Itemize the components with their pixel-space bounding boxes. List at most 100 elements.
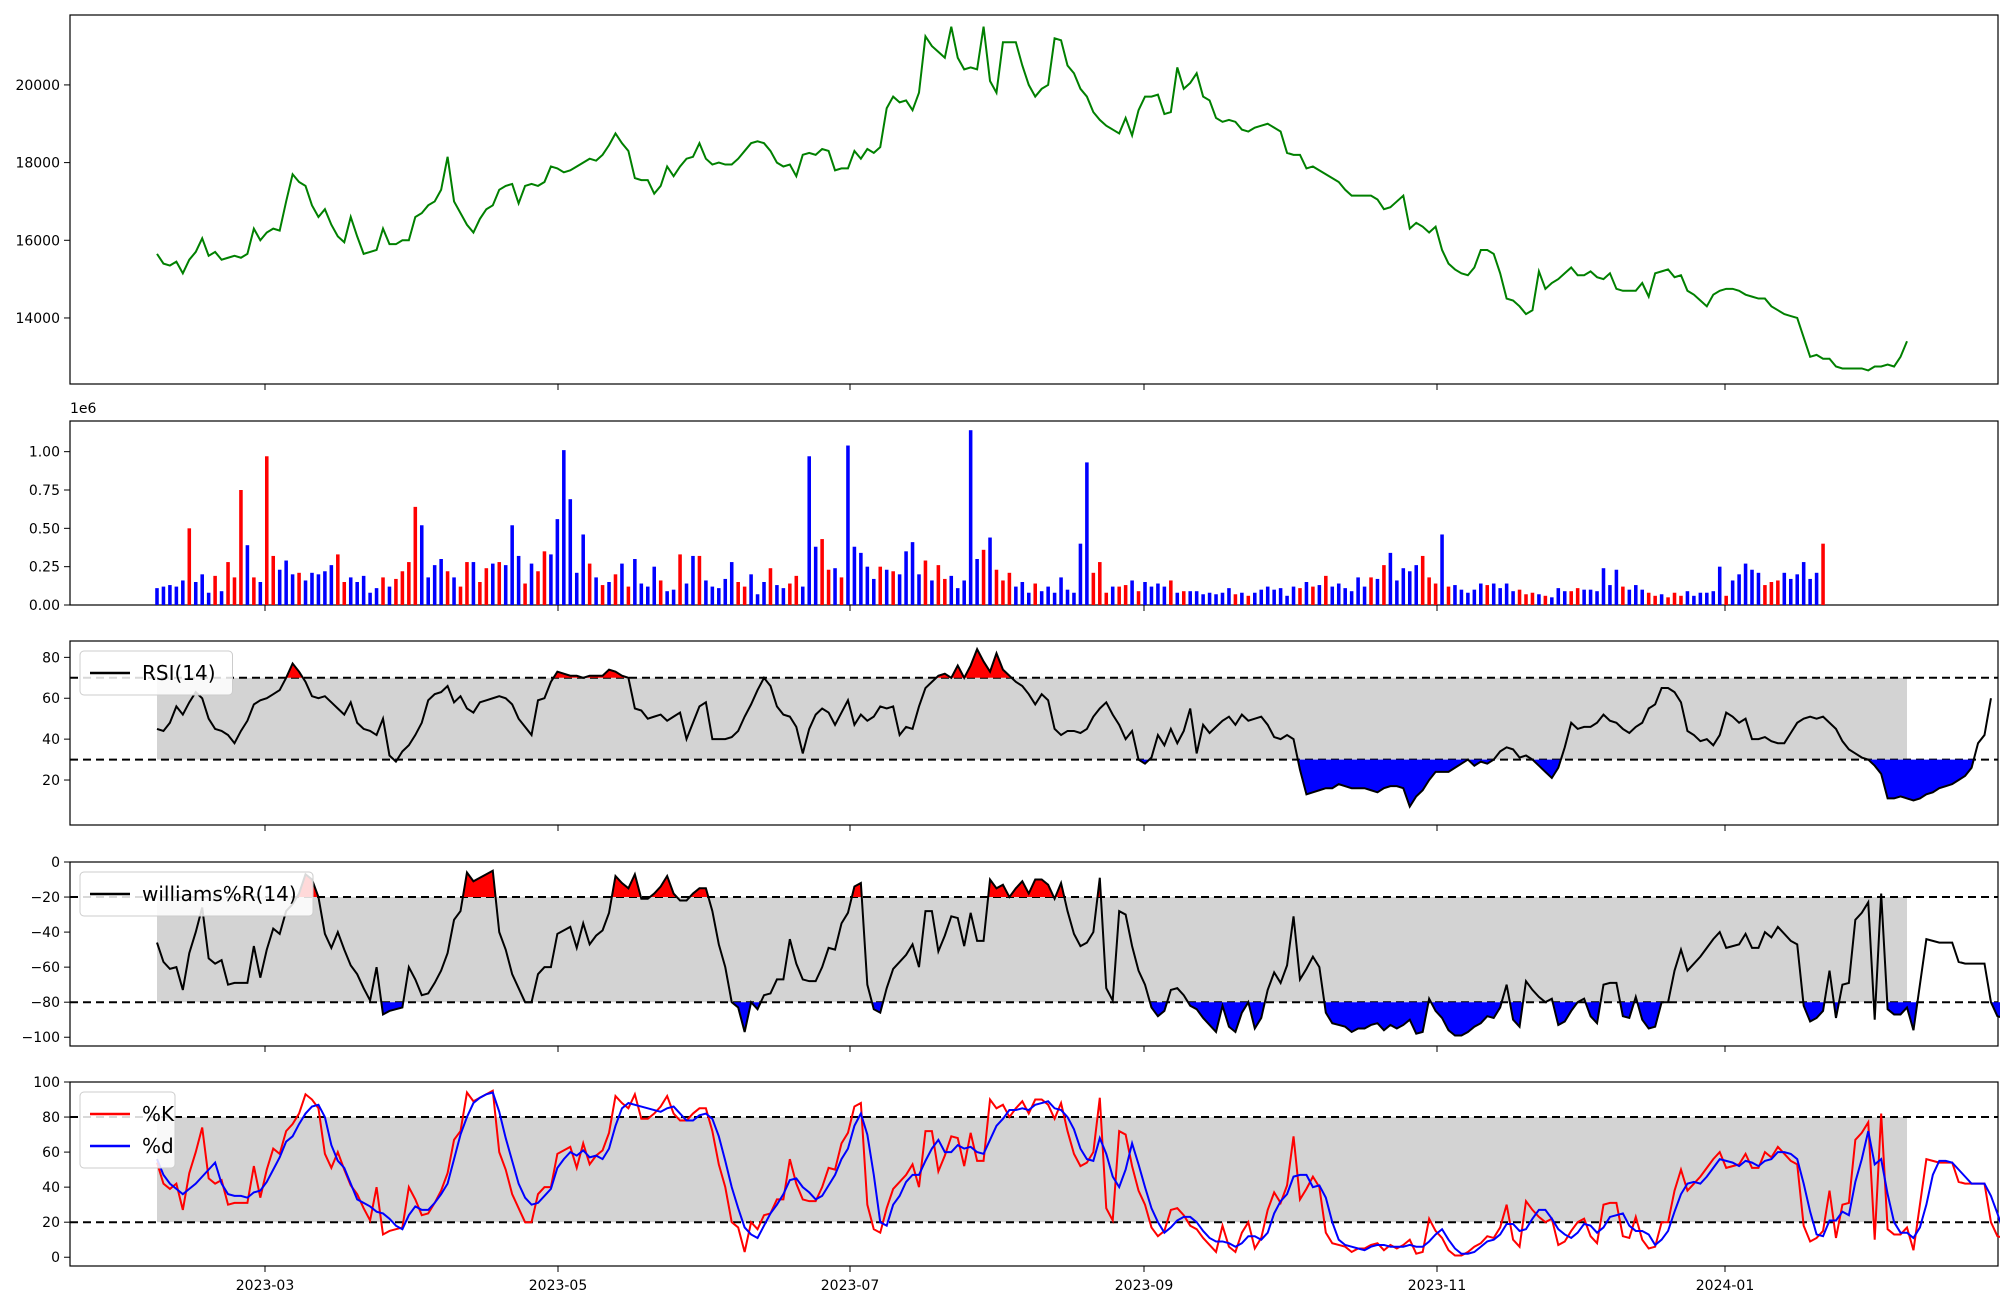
y-tick-label: 40 [42, 732, 60, 748]
volume-bar [1692, 596, 1696, 605]
volume-bar [1815, 573, 1819, 605]
volume-bar [1821, 544, 1825, 605]
volume-bar [917, 574, 921, 605]
volume-bar [1770, 582, 1774, 605]
legend-label: %d [142, 1134, 174, 1158]
volume-bar [723, 579, 727, 605]
volume-bar [530, 564, 534, 605]
legend-label: williams%R(14) [142, 882, 297, 906]
volume-bar [1221, 593, 1225, 605]
volume-bar [472, 562, 476, 605]
volume-bar [1750, 570, 1754, 605]
volume-bar [1066, 590, 1070, 605]
volume-bar [1311, 587, 1315, 605]
volume-bar [1337, 584, 1341, 605]
volume-bar [162, 587, 166, 605]
volume-bar [640, 584, 644, 605]
volume-bar [1653, 596, 1657, 605]
x-tick-label: 2024-01 [1696, 1278, 1755, 1294]
volume-bar [569, 499, 573, 605]
volume-bar [652, 567, 656, 605]
volume-bar [1615, 570, 1619, 605]
x-tick-label: 2023-09 [1115, 1278, 1174, 1294]
volume-bar [478, 582, 482, 605]
volume-bar [381, 577, 385, 605]
volume-bar [200, 574, 204, 605]
volume-bar [1421, 556, 1425, 605]
volume-bar [1376, 579, 1380, 605]
y-tick-label: −20 [30, 890, 60, 906]
volume-bar [1008, 573, 1012, 605]
volume-bar [840, 577, 844, 605]
volume-bar [581, 534, 585, 605]
volume-bar [1705, 593, 1709, 605]
volume-bar [1544, 596, 1548, 605]
volume-bar [698, 556, 702, 605]
volume-bar [1557, 588, 1561, 605]
volume-bar [1324, 576, 1328, 605]
legend-label: %K [142, 1102, 175, 1126]
volume-bar [1737, 574, 1741, 605]
volume-bar [866, 567, 870, 605]
y-tick-label: 80 [42, 1110, 60, 1126]
volume-bar [1363, 587, 1367, 605]
volume-bar [891, 571, 895, 605]
volume-bar [956, 588, 960, 605]
y-tick-label: −100 [22, 1030, 60, 1046]
y-tick-label: 0.00 [29, 598, 60, 614]
volume-bar [795, 576, 799, 605]
volume-bar [950, 576, 954, 605]
volume-bar [446, 571, 450, 605]
y-tick-label: 18000 [15, 156, 60, 172]
volume-bar [1059, 577, 1063, 605]
volume-bar [1563, 591, 1567, 605]
volume-bar [233, 577, 237, 605]
volume-bar [1104, 593, 1108, 605]
volume-bar [452, 577, 456, 605]
volume-bar [439, 559, 443, 605]
volume-bar [1092, 573, 1096, 605]
y-tick-label: 20 [42, 773, 60, 789]
volume-bar [872, 579, 876, 605]
y-tick-label: 20 [42, 1215, 60, 1231]
y-tick-label: 16000 [15, 233, 60, 249]
volume-bar [536, 571, 540, 605]
volume-bar [1427, 577, 1431, 605]
volume-bar [1382, 565, 1386, 605]
volume-bar [1201, 594, 1205, 605]
volume-bar [1802, 562, 1806, 605]
volume-bar [394, 579, 398, 605]
volume-bar [433, 565, 437, 605]
volume-bar [1550, 597, 1554, 605]
volume-bar [1292, 587, 1296, 605]
volume-bar [355, 582, 359, 605]
volume-bar [1214, 594, 1218, 605]
volume-bar [155, 588, 159, 605]
volume-bar [1660, 594, 1664, 605]
volume-bar [1356, 577, 1360, 605]
oversold-fill [1188, 1002, 1248, 1032]
volume-bar [562, 450, 566, 605]
volume-bar [1266, 587, 1270, 605]
volume-bar [762, 582, 766, 605]
volume-bar [401, 571, 405, 605]
volume-bar [1001, 580, 1005, 605]
volume-bar [1395, 580, 1399, 605]
volume-bar [1117, 587, 1121, 605]
volume-bar [1485, 585, 1489, 605]
volume-bar [1027, 593, 1031, 605]
volume-bar [1369, 577, 1373, 605]
volume-bar [304, 580, 308, 605]
volume-bar [1479, 584, 1483, 605]
volume-bar [1628, 590, 1632, 605]
volume-bar [1253, 593, 1257, 605]
volume-bar [1569, 591, 1573, 605]
volume-bar [1272, 590, 1276, 605]
volume-bar [323, 571, 327, 605]
volume-bar [820, 539, 824, 605]
volume-bar [1447, 587, 1451, 605]
volume-bar [1414, 565, 1418, 605]
y-tick-label: −80 [30, 995, 60, 1011]
y-tick-label: 1.00 [29, 445, 60, 461]
